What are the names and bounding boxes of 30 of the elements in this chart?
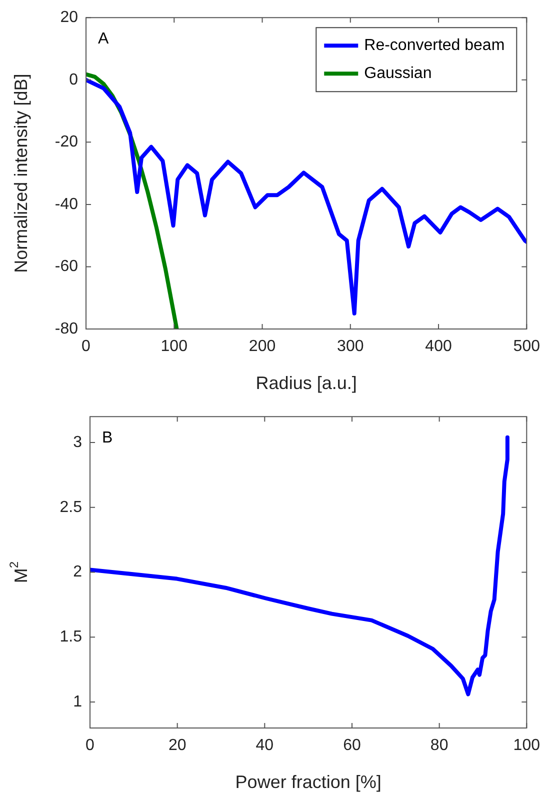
- x-tick-label: 100: [160, 338, 188, 356]
- y-tick-label: 2.5: [60, 498, 82, 516]
- x-tick-label: 40: [256, 737, 274, 754]
- y-tick-label: -80: [54, 320, 78, 338]
- legend-label: Gaussian: [364, 65, 432, 82]
- y-axis-title: Normalized intensity [dB]: [10, 74, 31, 273]
- y-tick-label: 2: [73, 564, 82, 581]
- y-tick-label: 1.5: [60, 628, 82, 646]
- x-axis-title: Radius [a.u.]: [256, 373, 357, 393]
- y-tick-label: -20: [54, 134, 78, 151]
- x-tick-label: 300: [337, 338, 364, 356]
- y-tick-label: 3: [73, 434, 82, 451]
- y-axis-title: M2: [7, 561, 31, 584]
- y-tick-label: -60: [54, 258, 78, 276]
- x-tick-label: 80: [430, 737, 448, 754]
- x-tick-label: 20: [168, 737, 186, 754]
- x-axis-title: Power fraction [%]: [235, 772, 382, 792]
- annotation: A: [98, 30, 109, 48]
- annotation: B: [102, 430, 113, 447]
- x-tick-label: 400: [425, 338, 452, 356]
- y-tick-label: 0: [69, 71, 78, 88]
- x-tick-label: 100: [513, 737, 540, 754]
- x-tick-label: 200: [248, 338, 276, 356]
- y-tick-label: 1: [73, 693, 82, 710]
- x-tick-label: 0: [86, 737, 95, 754]
- x-tick-label: 500: [513, 338, 540, 356]
- y-tick-label: -40: [54, 196, 78, 213]
- legend-label: Re-converted beam: [364, 37, 505, 54]
- y-tick-label: 20: [60, 9, 78, 26]
- x-tick-label: 60: [343, 737, 361, 754]
